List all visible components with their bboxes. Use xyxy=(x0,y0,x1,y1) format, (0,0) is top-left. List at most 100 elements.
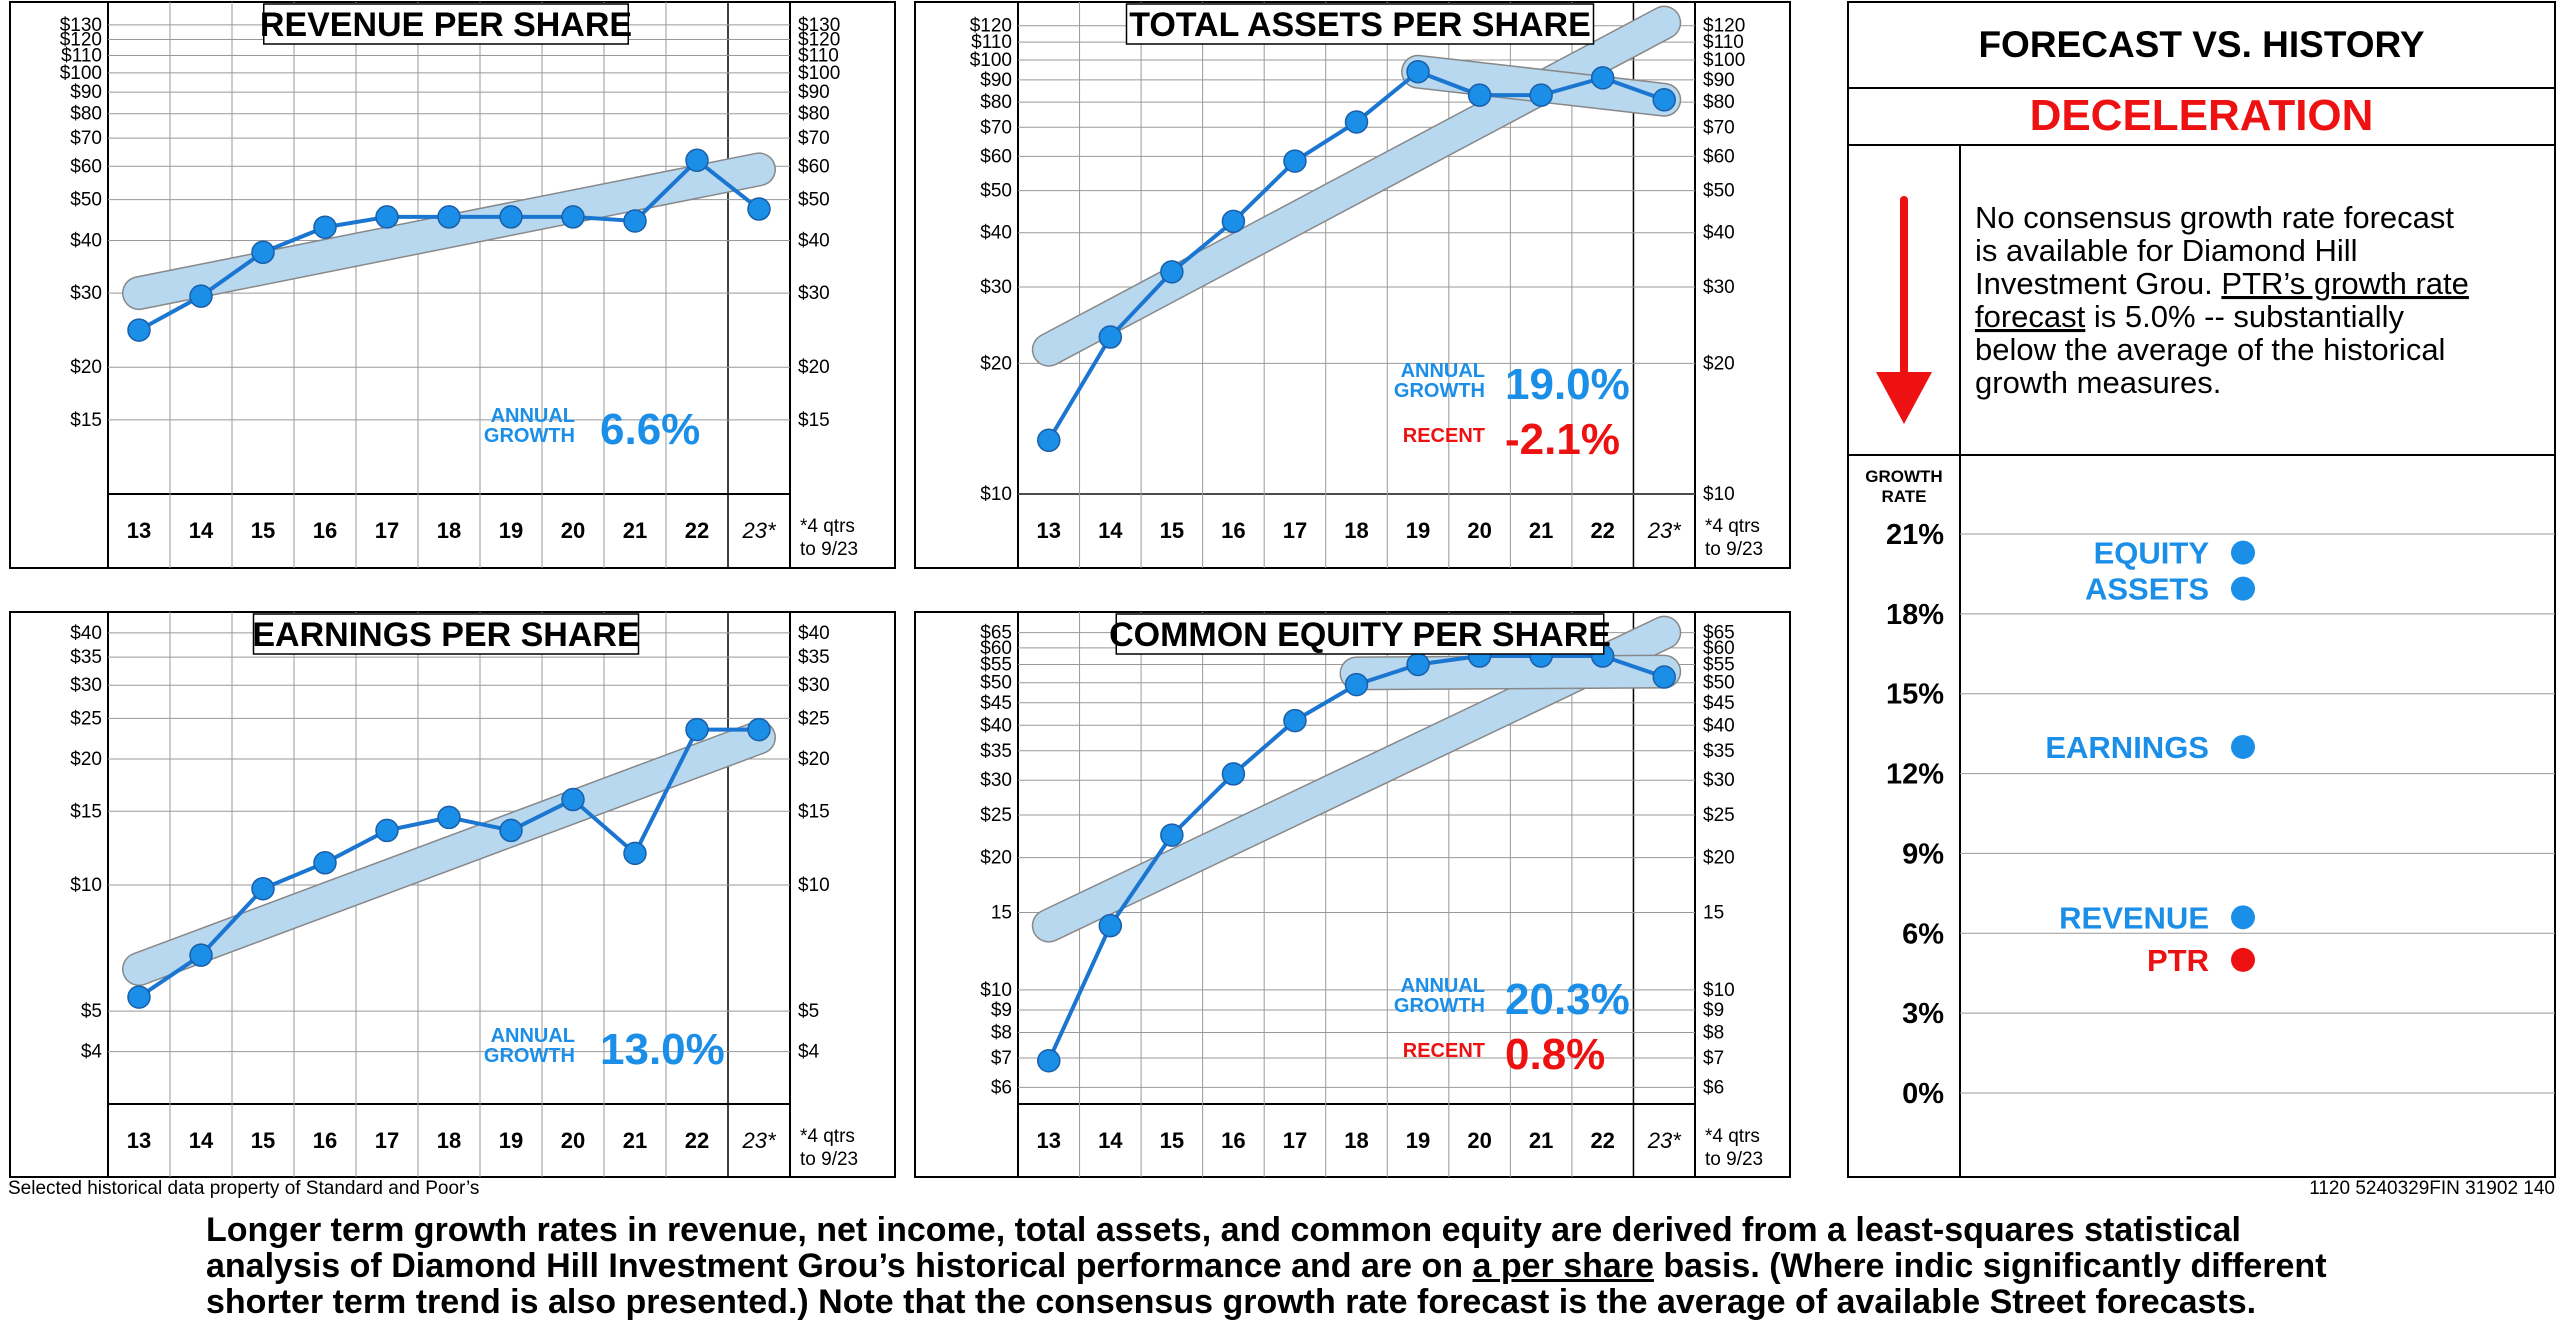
stat-value: 19.0% xyxy=(1505,360,1630,409)
y-tick-label-left: $100 xyxy=(60,63,102,84)
x-tick-label: 15 xyxy=(251,518,275,543)
data-point xyxy=(251,240,275,265)
data-point xyxy=(1221,209,1246,234)
y-tick-label-right: $110 xyxy=(1703,32,1744,53)
deceleration-arrow-icon xyxy=(1876,372,1932,424)
data-point xyxy=(747,717,771,742)
y-tick-label-right: $8 xyxy=(1703,1022,1724,1043)
y-tick-label-right: $30 xyxy=(798,283,830,304)
y-tick-label-left: $30 xyxy=(980,770,1012,791)
x-tick-label: 17 xyxy=(1283,1128,1307,1153)
y-tick-label-left: $10 xyxy=(980,980,1012,1001)
footnote-line-2: to 9/23 xyxy=(1705,1149,1763,1170)
y-tick-label-right: $120 xyxy=(798,30,840,51)
y-tick-label-right: $90 xyxy=(798,82,830,103)
x-tick-label: 19 xyxy=(1406,518,1430,543)
stat-value: 0.8% xyxy=(1505,1030,1605,1079)
x-tick-label: 14 xyxy=(189,518,214,543)
y-tick-label-left: $130 xyxy=(60,15,102,36)
y-tick-label-left: $40 xyxy=(70,230,102,251)
growth-tick-label: 21% xyxy=(1886,519,1944,551)
growth-tick-label: 15% xyxy=(1886,679,1944,711)
data-point xyxy=(623,209,647,233)
y-tick-label-left: $30 xyxy=(70,675,102,696)
growth-axis-label-line-1: GROWTH xyxy=(1865,467,1942,486)
growth-point-assets xyxy=(2231,576,2255,601)
forecast-text-line-3b: PTR’s growth rate xyxy=(2221,266,2469,301)
data-point xyxy=(1529,83,1553,107)
y-tick-label-right: $40 xyxy=(1703,715,1735,736)
y-tick-label-left: $70 xyxy=(980,117,1012,138)
y-tick-label-right: $120 xyxy=(1703,16,1745,37)
y-tick-label-left: 15 xyxy=(991,902,1012,923)
data-point xyxy=(251,876,275,901)
growth-point-label: PTR xyxy=(2147,943,2209,978)
data-point xyxy=(685,717,709,742)
x-tick-label: 20 xyxy=(1467,1128,1491,1153)
summary-underlined: a per share xyxy=(1472,1247,1654,1285)
y-tick-label-left: $70 xyxy=(70,128,102,149)
x-tick-label: 19 xyxy=(499,1128,523,1153)
forecast-text-line-1: No consensus growth rate forecast xyxy=(1975,200,2454,235)
forecast-text-line-6: growth measures. xyxy=(1975,365,2221,400)
data-point xyxy=(623,841,647,866)
data-point xyxy=(747,197,771,221)
x-tick-label: 17 xyxy=(1283,518,1307,543)
x-tick-label: 13 xyxy=(1037,1128,1061,1153)
data-point xyxy=(561,205,585,229)
x-tick-label: 18 xyxy=(1344,518,1368,543)
y-tick-label-right: $10 xyxy=(1703,980,1735,1001)
title-box xyxy=(1115,613,1605,655)
y-tick-label-left: $4 xyxy=(81,1042,103,1063)
title-box xyxy=(263,3,629,45)
x-tick-label: 16 xyxy=(313,518,337,543)
x-tick-label: 22 xyxy=(1590,518,1614,543)
y-tick-label-right: $65 xyxy=(1703,623,1735,644)
y-tick-label-right: $80 xyxy=(798,104,830,125)
x-tick-label: 21 xyxy=(623,1128,647,1153)
y-tick-label-right: $40 xyxy=(798,230,830,251)
chart-panel-3: $4 $4 $5 $5 $10 $10 $15 $15 $20 $20 $25 $25 $30 $30 $3… xyxy=(9,611,896,1178)
stat-label-line-1: ANNUAL xyxy=(1401,360,1485,382)
y-tick-label-left: $45 xyxy=(980,693,1012,714)
y-tick-label-right: $110 xyxy=(798,45,839,66)
y-tick-label-left: $110 xyxy=(971,32,1012,53)
chart-title: EARNINGS PER SHARE xyxy=(252,616,639,654)
x-tick-label: 18 xyxy=(437,1128,461,1153)
methodology-summary: Longer term growth rates in revenue, net… xyxy=(206,1212,2356,1320)
y-tick-label-right: $10 xyxy=(798,875,830,896)
stat-label-line-1: ANNUAL xyxy=(1401,975,1485,997)
x-tick-label: 15 xyxy=(1160,518,1184,543)
data-point xyxy=(1344,110,1369,134)
y-tick-label-left: $40 xyxy=(980,715,1012,736)
growth-point-label: ASSETS xyxy=(2085,572,2209,607)
y-tick-label-right: $6 xyxy=(1703,1077,1724,1098)
y-tick-label-left: $8 xyxy=(991,1022,1012,1043)
y-tick-label-right: $7 xyxy=(1703,1048,1724,1069)
title-box xyxy=(252,613,640,655)
chart-panel-1: $15 $15 $20 $20 $30 $30 $40 $40 $50 $50 $60 $60 $70 $… xyxy=(9,1,896,569)
forecast-frame xyxy=(1847,1,2556,1178)
stat-label-line-2: GROWTH xyxy=(1394,380,1485,402)
y-tick-label-left: $30 xyxy=(980,277,1012,298)
y-tick-label-left: $60 xyxy=(980,146,1012,167)
growth-point-label: REVENUE xyxy=(2059,900,2209,935)
data-point xyxy=(1344,672,1369,697)
y-tick-label-left: $6 xyxy=(991,1077,1012,1098)
y-tick-label-right: $70 xyxy=(798,128,830,149)
y-tick-label-left: $110 xyxy=(61,45,102,66)
y-tick-label-left: $120 xyxy=(60,30,102,51)
forecast-text-line-4b: is 5.0% -- substantially xyxy=(2085,299,2404,334)
source-note: Selected historical data property of Sta… xyxy=(8,1178,480,1199)
x-tick-label: 19 xyxy=(499,518,523,543)
x-tick-label: 23* xyxy=(1647,518,1682,543)
forecast-title: FORECAST VS. HISTORY xyxy=(1978,24,2424,65)
footnote-line-1: *4 qtrs xyxy=(800,1126,855,1147)
x-tick-label: 17 xyxy=(375,1128,399,1153)
y-tick-label-left: $90 xyxy=(980,70,1012,91)
x-tick-label: 22 xyxy=(685,518,709,543)
y-tick-label-left: $30 xyxy=(70,283,102,304)
summary-text-b: basis. (Where indic significantly differ… xyxy=(206,1247,2327,1321)
x-tick-label: 14 xyxy=(1098,1128,1123,1153)
footnote-line-1: *4 qtrs xyxy=(1705,516,1760,537)
